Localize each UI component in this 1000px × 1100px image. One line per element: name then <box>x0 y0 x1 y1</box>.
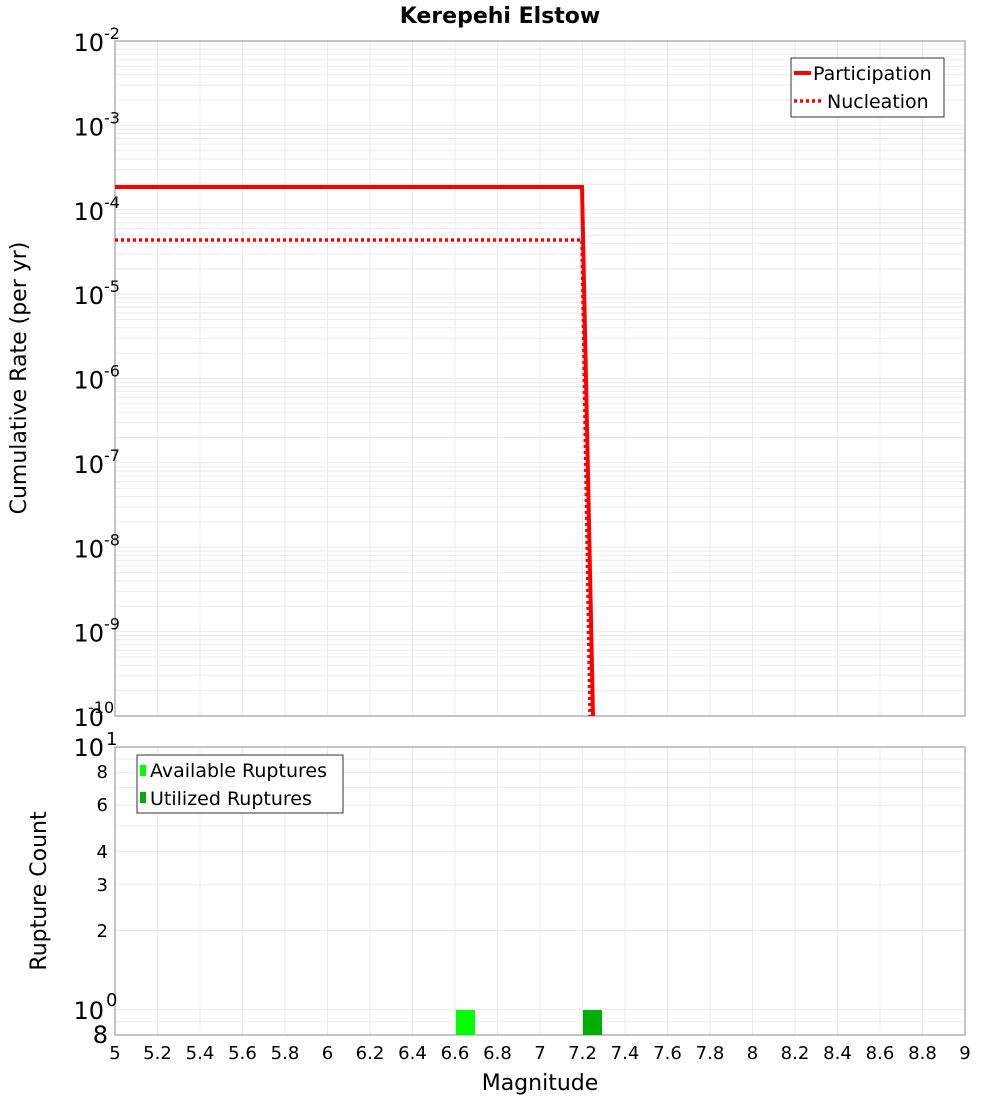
x-tick-label: 5.2 <box>143 1043 172 1064</box>
x-tick-label: 5.4 <box>186 1043 215 1064</box>
available-legend-swatch <box>140 765 146 776</box>
x-tick-label: 6.4 <box>398 1043 427 1064</box>
x-tick-label: 8.2 <box>781 1043 810 1064</box>
utilized-ruptures-bar <box>583 1010 602 1035</box>
top-y-axis-label: Cumulative Rate (per yr) <box>7 242 32 515</box>
top-grid <box>114 41 966 717</box>
chart-title: Kerepehi Elstow <box>400 4 601 29</box>
x-tick-label: 8 <box>747 1043 758 1064</box>
x-tick-label: 7 <box>534 1043 545 1064</box>
bottom-legend: Available Ruptures Utilized Ruptures <box>136 754 344 814</box>
y-tick-base: 10 <box>73 198 104 226</box>
x-tick-label: 7.8 <box>696 1043 725 1064</box>
legend-participation: Participation <box>813 63 932 85</box>
top-y-ticks: 10-210-310-410-510-610-710-810 -910-10 <box>73 24 120 732</box>
x-tick-label: 6.2 <box>356 1043 385 1064</box>
y-tick-base: 10 <box>73 29 104 57</box>
y-tick-10-1-exp: 1 <box>106 729 117 750</box>
y-tick-4: 4 <box>97 842 108 863</box>
y-tick-exponent: -9 <box>104 615 120 634</box>
x-axis-label: Magnitude <box>482 1071 599 1096</box>
y-tick-base: 10 <box>73 535 104 563</box>
y-tick-8-upper: 8 <box>97 762 108 783</box>
bottom-plot-frame <box>114 746 966 1036</box>
x-tick-label: 8.8 <box>908 1043 937 1064</box>
y-tick-base: 10 <box>73 367 104 395</box>
available-ruptures-bar <box>456 1010 475 1035</box>
y-tick-base: 10 <box>73 113 104 141</box>
y-tick-exponent: -3 <box>104 108 120 127</box>
y-tick-base: 10 <box>73 451 104 479</box>
bottom-y-axis-label: Rupture Count <box>27 811 52 971</box>
utilized-legend-swatch <box>140 792 146 803</box>
y-tick-10-0-base: 10 <box>73 997 104 1025</box>
x-tick-label: 5.8 <box>271 1043 300 1064</box>
x-tick-label: 6 <box>322 1043 333 1064</box>
participation-line <box>115 185 595 717</box>
y-tick-exponent: -7 <box>104 446 120 465</box>
y-tick-10-0-exp: 0 <box>106 990 117 1011</box>
y-tick-8-lower: 8 <box>93 1021 108 1049</box>
x-tick-label: 5.6 <box>228 1043 257 1064</box>
x-ticks: 5 5.2 5.4 5.6 5.8 6 6.2 6.4 6.6 6.8 7 7.2 7.4 7.6 7.8 8… <box>109 1043 970 1064</box>
x-tick-label: 7.2 <box>568 1043 597 1064</box>
y-tick-exponent: -8 <box>104 530 120 549</box>
y-tick-3: 3 <box>97 875 108 896</box>
y-tick-exponent: -5 <box>104 277 120 296</box>
legend-utilized: Utilized Ruptures <box>150 788 312 810</box>
y-tick-2: 2 <box>97 921 108 942</box>
y-tick-base: 10 <box>73 704 104 732</box>
x-tick-label: 8.6 <box>866 1043 895 1064</box>
y-tick-exponent: -6 <box>104 362 120 381</box>
bottom-plot: Available Ruptures Utilized Ruptures 10 … <box>27 729 966 1049</box>
y-tick-exponent: -4 <box>104 193 120 212</box>
legend-nucleation: Nucleation <box>827 91 929 113</box>
y-tick-base: 10 <box>73 282 104 310</box>
x-tick-label: 6.8 <box>483 1043 512 1064</box>
x-tick-label: 6.6 <box>441 1043 470 1064</box>
top-plot: 10-210-310-410-510-610-710-810 -910-10 Pa… <box>7 24 966 732</box>
y-tick-10-1-base: 10 <box>73 734 104 762</box>
legend-available: Available Ruptures <box>150 760 327 782</box>
x-tick-label: 9 <box>959 1043 970 1064</box>
y-tick-6: 6 <box>97 795 108 816</box>
x-tick-label: 7.4 <box>611 1043 640 1064</box>
y-tick-exponent: -2 <box>104 24 120 43</box>
y-tick-base: 10 <box>73 620 104 648</box>
x-tick-label: 8.4 <box>823 1043 852 1064</box>
y-tick-exponent: -10 <box>88 698 114 717</box>
x-tick-label: 7.6 <box>653 1043 682 1064</box>
x-tick-label: 5 <box>109 1043 120 1064</box>
top-legend: Participation Nucleation <box>790 57 945 118</box>
bottom-y-ticks: 10 1 8 6 4 3 2 10 0 8 <box>73 729 117 1049</box>
top-plot-frame <box>114 40 966 717</box>
